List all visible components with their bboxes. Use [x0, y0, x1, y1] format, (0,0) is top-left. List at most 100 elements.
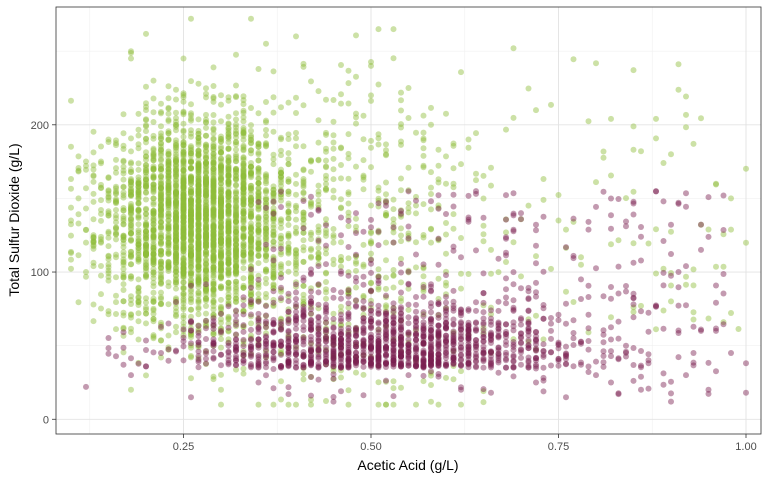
green-point [195, 279, 202, 285]
purple-point [630, 377, 637, 384]
purple-point [225, 348, 232, 355]
green-point [248, 291, 254, 298]
green-point [450, 348, 457, 355]
purple-point [488, 389, 494, 396]
green-point [225, 227, 232, 234]
green-point [90, 198, 97, 205]
green-point [240, 214, 247, 221]
green-point [533, 346, 539, 353]
green-point [188, 306, 194, 313]
purple-point [300, 198, 307, 204]
purple-point [675, 354, 682, 361]
green-point [188, 173, 194, 180]
green-point [188, 264, 194, 271]
green-point [135, 195, 142, 202]
green-point [398, 232, 404, 239]
green-point [270, 274, 277, 281]
purple-point [210, 336, 217, 343]
green-point [195, 182, 202, 189]
green-point [323, 145, 329, 152]
green-point [195, 169, 202, 176]
green-point [135, 235, 142, 242]
purple-point [645, 351, 652, 358]
green-point [240, 189, 247, 196]
purple-point [600, 331, 607, 338]
green-point [383, 401, 389, 408]
purple-point [210, 325, 217, 332]
green-point [105, 197, 112, 204]
green-point [218, 214, 224, 221]
green-point [255, 202, 262, 209]
green-point [345, 255, 352, 262]
green-point [188, 295, 194, 302]
green-point [203, 229, 209, 236]
green-point [98, 160, 104, 167]
green-point [323, 250, 329, 257]
green-point [315, 229, 322, 236]
green-point [668, 282, 674, 289]
green-point [180, 269, 187, 276]
green-point [600, 148, 607, 155]
purple-point [278, 245, 284, 252]
purple-point [255, 199, 262, 205]
green-point [293, 180, 299, 187]
green-point [83, 166, 89, 173]
green-point [300, 166, 307, 173]
green-point [165, 174, 172, 181]
green-point [150, 245, 157, 251]
green-point [428, 225, 434, 232]
purple-point [540, 388, 547, 395]
purple-point [360, 281, 367, 288]
green-point [518, 273, 524, 280]
purple-point [570, 335, 577, 342]
green-point [420, 285, 427, 292]
green-point [195, 299, 202, 306]
green-point [188, 159, 194, 166]
green-point [248, 296, 254, 303]
green-point [255, 180, 262, 187]
purple-point [278, 274, 284, 281]
green-point [285, 268, 292, 275]
green-point [375, 401, 382, 408]
green-point [128, 293, 134, 300]
green-point [203, 236, 209, 243]
purple-point [405, 301, 412, 308]
green-point [233, 298, 239, 305]
green-point [315, 236, 322, 243]
green-point [173, 250, 179, 257]
green-point [270, 218, 277, 224]
purple-point [473, 357, 479, 364]
green-point [218, 92, 224, 99]
green-point [330, 341, 337, 348]
green-point [165, 279, 172, 286]
green-point [68, 143, 74, 150]
purple-point [473, 319, 479, 326]
green-point [135, 302, 142, 308]
green-point [263, 210, 269, 217]
green-point [195, 190, 202, 197]
green-point [285, 191, 292, 198]
purple-point [308, 193, 314, 200]
purple-point [420, 349, 427, 356]
green-point [285, 161, 292, 168]
green-point [353, 223, 359, 230]
green-point [180, 264, 187, 271]
purple-point [368, 361, 374, 368]
green-point [210, 202, 217, 208]
green-point [203, 233, 209, 240]
green-point [135, 310, 142, 317]
green-point [398, 207, 404, 214]
green-point [143, 251, 149, 258]
purple-point [420, 372, 427, 379]
green-point [383, 294, 389, 301]
green-point [90, 301, 97, 308]
purple-point [540, 268, 547, 275]
green-point [195, 247, 202, 253]
green-point [188, 270, 194, 277]
green-point [210, 94, 217, 100]
green-point [113, 212, 119, 219]
green-point [330, 194, 337, 201]
green-point [165, 155, 172, 162]
green-point [158, 271, 164, 278]
green-point [165, 202, 172, 209]
